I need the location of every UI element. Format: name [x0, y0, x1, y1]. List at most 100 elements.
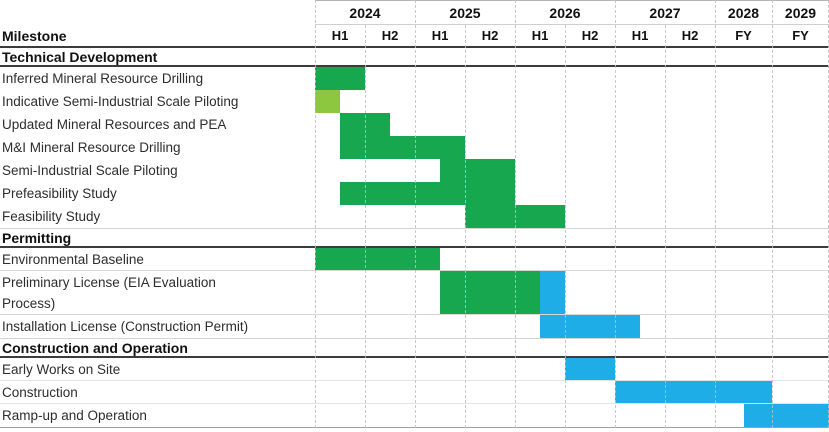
milestone-row: Feasibility Study [0, 205, 829, 228]
milestone-label: Installation License (Construction Permi… [0, 315, 315, 338]
gantt-bar [340, 113, 390, 136]
milestone-label: Semi-Industrial Scale Piloting [0, 159, 315, 182]
timeline-track [315, 248, 829, 270]
milestone-label-line: Environmental Baseline [2, 251, 144, 267]
timeline-track [315, 67, 829, 90]
milestone-row: Early Works on Site [0, 358, 829, 381]
milestone-row: Updated Mineral Resources and PEA [0, 113, 829, 136]
year-header-spacer [0, 0, 315, 25]
milestone-label-line: Indicative Semi-Industrial Scale Pilotin… [2, 94, 239, 109]
milestone-label: Updated Mineral Resources and PEA [0, 113, 315, 136]
milestone-row: Prefeasibility Study [0, 182, 829, 205]
milestone-row: M&I Mineral Resource Drilling [0, 136, 829, 159]
year-label-2024: 2024 [349, 4, 381, 21]
year-label-2029: 2029 [784, 4, 817, 21]
milestone-row: Semi-Industrial Scale Piloting [0, 159, 829, 182]
section-header-row: Permitting [0, 228, 829, 248]
milestone-row: Indicative Semi-Industrial Scale Pilotin… [0, 90, 829, 113]
gantt-bar [440, 271, 540, 314]
section-header-row: Construction and Operation [0, 338, 829, 358]
period-label-2026-H2: H2 [581, 28, 599, 43]
milestone-label-line: Semi-Industrial Scale Piloting [2, 163, 178, 178]
section-title: Permitting [2, 229, 72, 246]
half-year-header-cells: H1 H2 H1 H2 H1 H2 H1 H2 FY FY [315, 25, 829, 46]
period-label-2027-H1: H1 [631, 28, 649, 43]
milestone-label-line: Process) [2, 295, 56, 311]
milestone-label-line: Updated Mineral Resources and PEA [2, 117, 227, 132]
milestone-label: Construction [0, 381, 315, 403]
milestone-row: Preliminary License (EIA Evaluation Proce… [0, 271, 829, 315]
year-label-2027: 2027 [649, 4, 681, 21]
year-label-2025: 2025 [449, 4, 481, 21]
period-label-2025-H1: H1 [431, 28, 449, 43]
timeline-track [315, 136, 829, 159]
timeline-track [315, 182, 829, 205]
column-header-row: Milestone H1 H2 H1 H2 H1 H2 H1 H2 FY FY [0, 25, 829, 48]
milestone-row: Construction [0, 381, 829, 404]
section-title: Technical Development [2, 48, 158, 65]
period-label-2029-FY: FY [792, 28, 809, 43]
gantt-body: Technical Development Inferred Mineral Re… [0, 48, 829, 427]
gantt-bar [440, 159, 515, 182]
timeline-track [315, 271, 829, 314]
gantt-bar [340, 136, 465, 159]
gantt-bar [540, 271, 565, 314]
milestone-label-line: Ramp-up and Operation [2, 408, 147, 423]
gantt-bar [340, 182, 515, 205]
timeline-track [315, 159, 829, 182]
milestone-row: Environmental Baseline [0, 248, 829, 271]
milestone-label-line: Construction [2, 384, 78, 400]
gantt-bar [315, 67, 365, 90]
milestone-label: Indicative Semi-Industrial Scale Pilotin… [0, 90, 315, 113]
section-title: Construction and Operation [2, 339, 188, 356]
milestone-label: M&I Mineral Resource Drilling [0, 136, 315, 159]
milestone-label-line: Inferred Mineral Resource Drilling [2, 71, 204, 86]
milestone-label-line: Installation License (Construction Permi… [2, 319, 249, 334]
timeline-track [315, 205, 829, 228]
year-header-cells: 2024 2025 2026 2027 2028 2029 [315, 0, 829, 25]
period-label-2024-H1: H1 [331, 28, 349, 43]
gantt-bar [743, 404, 829, 427]
milestone-label-line: Preliminary License (EIA Evaluation [2, 274, 216, 290]
timeline-track [315, 381, 829, 403]
gantt-bar [540, 315, 640, 338]
milestone-label-line: Feasibility Study [2, 209, 101, 224]
milestone-label: Early Works on Site [0, 358, 315, 380]
milestone-label: Preliminary License (EIA Evaluation Proce… [0, 271, 315, 314]
milestone-label: Inferred Mineral Resource Drilling [0, 67, 315, 90]
gantt-bar [615, 381, 772, 403]
section-0: Technical Development Inferred Mineral Re… [0, 48, 829, 228]
milestone-label-line: Early Works on Site [2, 361, 121, 377]
milestone-label: Prefeasibility Study [0, 182, 315, 205]
section-2: Construction and Operation Early Works on… [0, 338, 829, 427]
timeline-track [315, 113, 829, 136]
gantt-bar [315, 90, 340, 113]
gantt-bar [565, 358, 615, 380]
gantt-bar [315, 248, 440, 270]
section-header-row: Technical Development [0, 48, 829, 67]
timeline-track [315, 358, 829, 380]
year-label-2028: 2028 [727, 4, 760, 21]
milestone-label: Feasibility Study [0, 205, 315, 228]
timeline-track [315, 404, 829, 427]
milestone-row: Inferred Mineral Resource Drilling [0, 67, 829, 90]
milestone-header: Milestone [2, 27, 67, 44]
milestone-label-line: Prefeasibility Study [2, 186, 117, 201]
milestone-label: Ramp-up and Operation [0, 404, 315, 427]
period-label-2025-H2: H2 [481, 28, 499, 43]
timeline-track [315, 90, 829, 113]
period-label-2027-H2: H2 [681, 28, 699, 43]
period-label-2026-H1: H1 [531, 28, 549, 43]
timeline-track [315, 315, 829, 338]
milestone-label: Environmental Baseline [0, 248, 315, 270]
milestone-row: Ramp-up and Operation [0, 404, 829, 427]
milestone-label-line: M&I Mineral Resource Drilling [2, 140, 181, 155]
year-header-row: 2024 2025 2026 2027 2028 2029 [0, 0, 829, 25]
period-label-2024-H2: H2 [381, 28, 399, 43]
year-label-2026: 2026 [549, 4, 581, 21]
section-1: Permitting Environmental Baseline Prelimin… [0, 228, 829, 338]
milestone-row: Installation License (Construction Permi… [0, 315, 829, 338]
gantt-bar [465, 205, 565, 228]
table-bottom-border [0, 427, 829, 428]
